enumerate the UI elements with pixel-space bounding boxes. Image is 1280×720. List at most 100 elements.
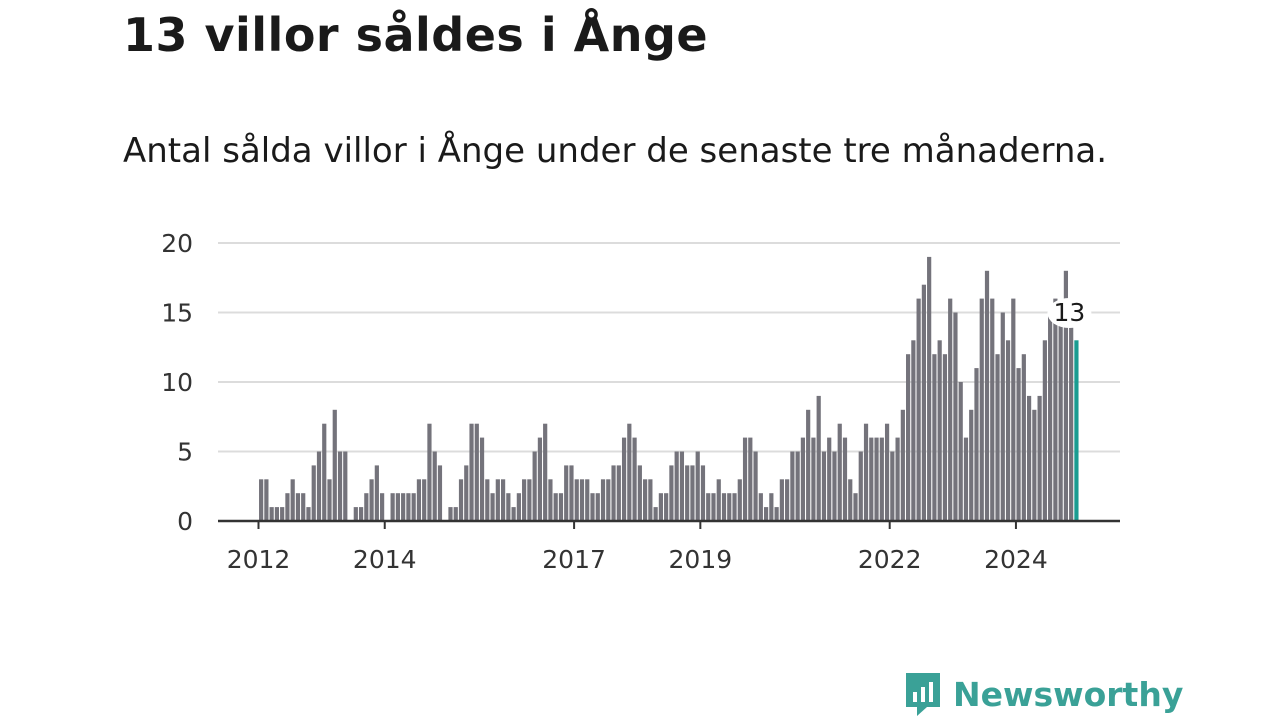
bar (464, 465, 469, 521)
bar (821, 451, 827, 521)
bar (374, 465, 379, 521)
bar (585, 479, 590, 521)
bar (884, 423, 890, 521)
bar (632, 437, 637, 521)
bar (795, 451, 800, 521)
bar (295, 493, 301, 521)
bar (511, 507, 516, 521)
bar (806, 409, 811, 521)
bar (942, 354, 948, 521)
bar (721, 493, 727, 521)
bar (737, 479, 742, 521)
bar (927, 256, 932, 521)
bar (600, 479, 606, 521)
bar (863, 423, 869, 521)
bar (1058, 312, 1063, 521)
bar (369, 479, 374, 521)
bar (337, 451, 343, 521)
bar (290, 479, 295, 521)
bar (648, 479, 653, 521)
x-tick-label: 2024 (984, 545, 1048, 574)
bar (406, 493, 411, 521)
bar (858, 451, 863, 521)
bar (695, 451, 700, 521)
bar (774, 507, 779, 521)
bar (827, 437, 832, 521)
bar (301, 493, 306, 521)
bar (900, 409, 905, 521)
bar (269, 507, 274, 521)
bar (963, 437, 969, 521)
bar (948, 298, 953, 521)
bar (811, 437, 816, 521)
bar (911, 340, 916, 521)
bar (874, 437, 879, 521)
bar (322, 423, 327, 521)
bar (590, 493, 595, 521)
bar (700, 465, 706, 521)
y-tick-label: 20 (161, 229, 193, 258)
bar (1069, 326, 1074, 521)
bar (621, 437, 627, 521)
bar (958, 382, 963, 521)
chart-subtitle: Antal sålda villor i Ånge under de senas… (123, 131, 1108, 171)
bar (490, 493, 495, 521)
bar (990, 298, 995, 521)
bar (842, 437, 848, 521)
bar (1016, 368, 1021, 521)
bar (895, 437, 900, 521)
bar (558, 493, 564, 521)
bar (1032, 409, 1037, 521)
bar (495, 479, 500, 521)
bar (832, 451, 837, 521)
bar (669, 465, 674, 521)
bar (569, 465, 574, 521)
y-tick-label: 10 (161, 368, 193, 397)
bar (474, 423, 479, 521)
bar (769, 493, 774, 521)
bar (411, 493, 416, 521)
highlight-label-bg (1047, 298, 1092, 328)
bar (984, 270, 990, 521)
bar (469, 423, 474, 521)
bar (916, 298, 921, 521)
bar (674, 451, 679, 521)
bar (280, 507, 285, 521)
bar (853, 493, 858, 521)
bar (364, 493, 369, 521)
bar (711, 493, 716, 521)
bar (479, 437, 485, 521)
bar (716, 479, 721, 521)
bar (932, 354, 937, 521)
x-tick-label: 2022 (858, 545, 922, 574)
bar (427, 423, 432, 521)
bar (306, 507, 311, 521)
bar (390, 493, 395, 521)
bar (416, 479, 422, 521)
bar (779, 479, 784, 521)
bar (401, 493, 406, 521)
bar (742, 437, 748, 521)
bar (1011, 298, 1016, 521)
y-tick-label: 5 (177, 438, 193, 467)
bar (748, 437, 753, 521)
x-tick-label: 2019 (669, 545, 733, 574)
bar (274, 507, 280, 521)
bar (422, 479, 427, 521)
bar (343, 451, 348, 521)
bar (264, 479, 269, 521)
bar (380, 493, 385, 521)
bar (785, 479, 790, 521)
bar (1048, 312, 1053, 521)
bar (611, 465, 616, 521)
x-tick-label: 2014 (353, 545, 417, 574)
bar (285, 493, 290, 521)
bar (1000, 312, 1005, 521)
bar (437, 465, 443, 521)
bar (595, 493, 600, 521)
bar (979, 298, 984, 521)
bar (848, 479, 853, 521)
bar (316, 451, 322, 521)
bar (327, 479, 332, 521)
bar (753, 451, 758, 521)
